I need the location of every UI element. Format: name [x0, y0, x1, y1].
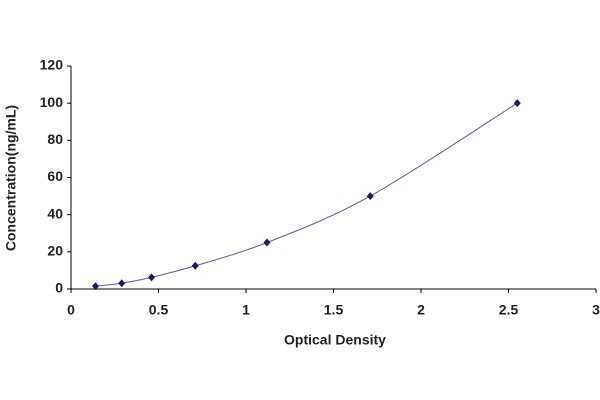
data-point — [148, 273, 155, 282]
y-tick-label: 100 — [40, 94, 64, 110]
x-tick-label: 2 — [417, 302, 425, 318]
x-axis-title: Optical Density — [284, 332, 386, 348]
y-tick-label: 60 — [47, 168, 63, 184]
fit-curve — [95, 102, 518, 287]
data-point — [366, 192, 374, 201]
data-point — [92, 282, 99, 291]
data-point — [191, 261, 199, 270]
x-tick-label: 0.5 — [149, 302, 169, 318]
x-tick-label: 1.5 — [324, 302, 344, 318]
y-axis-title: Concentration(ng/mL) — [3, 105, 19, 251]
data-point — [118, 279, 126, 288]
y-tick-label: 80 — [47, 131, 63, 147]
data-point — [513, 99, 521, 108]
y-tick-label: 20 — [47, 243, 63, 259]
x-tick-label: 2.5 — [499, 302, 519, 318]
y-tick-label: 120 — [40, 57, 64, 73]
y-tick-label: 0 — [55, 280, 63, 296]
x-tick-label: 0 — [67, 302, 75, 318]
x-tick-label: 1 — [242, 302, 250, 318]
y-tick-label: 40 — [47, 205, 63, 221]
x-tick-label: 3 — [592, 302, 600, 318]
data-point — [263, 238, 271, 247]
